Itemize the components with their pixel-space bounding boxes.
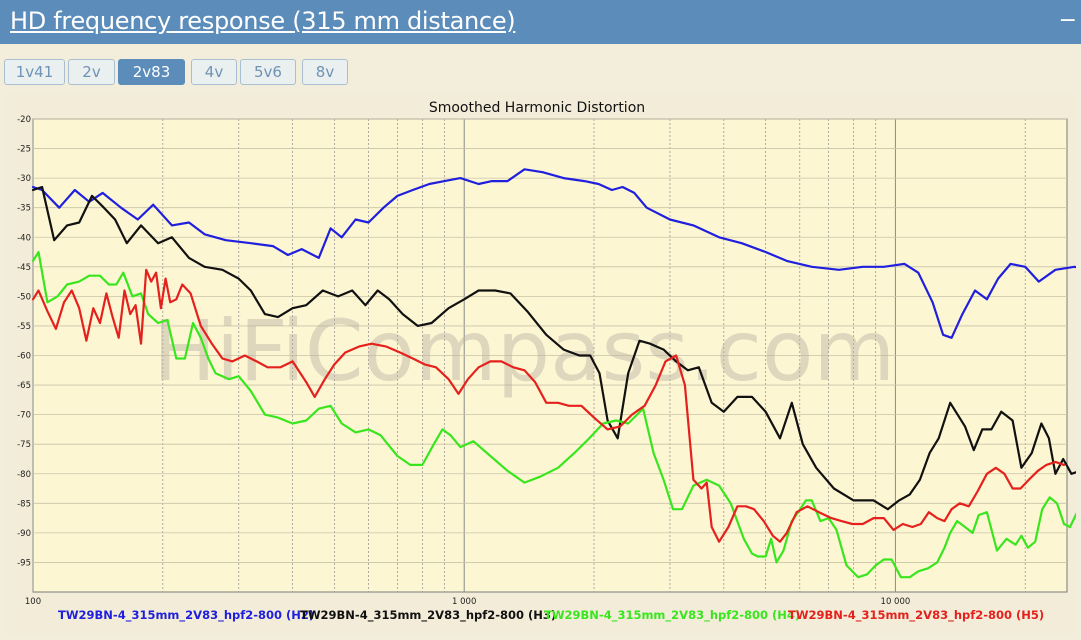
y-tick-label: -85 [17,499,31,509]
y-tick-label: -80 [17,470,31,480]
y-tick-label: -60 [17,352,31,362]
x-tick-label: 10 000 [881,597,911,607]
y-tick-label: -70 [17,411,31,421]
x-tick-label: 1 000 [452,597,476,607]
y-tick-label: -45 [17,263,31,273]
legend: TW29BN-4_315mm_2V83_hpf2-800 (H2)TW29BN-… [58,608,1044,623]
tab-2v83[interactable]: 2v83 [118,59,185,85]
series-lines [31,168,1081,579]
legend-entry: TW29BN-4_315mm_2V83_hpf2-800 (H2) [58,608,314,623]
section-title[interactable]: HD frequency response (315 mm distance) [10,7,516,35]
y-tick-label: -95 [17,558,31,568]
collapse-icon[interactable]: − [1058,8,1077,33]
tab-4v[interactable]: 4v [191,59,237,85]
tab-5v6[interactable]: 5v6 [240,59,296,85]
y-tick-label: -30 [17,174,31,184]
harmonic-distortion-chart: Smoothed Harmonic Distortion HiFiCompass… [4,92,1081,634]
chart-container: Smoothed Harmonic Distortion HiFiCompass… [4,92,1081,634]
legend-entry: TW29BN-4_315mm_2V83_hpf2-800 (H5) [788,608,1044,623]
series-line-2 [31,185,1081,511]
y-tick-label: -40 [17,233,31,243]
x-tick-label: 100 [25,597,41,607]
chart-title: Smoothed Harmonic Distortion [429,100,645,116]
y-tick-label: -90 [17,529,31,539]
y-tick-label: -75 [17,440,31,450]
legend-entry: TW29BN-4_315mm_2V83_hpf2-800 (H4) [544,608,800,623]
axes: -20 -25 -30 -35 -40 -45 -50 -55 -60 -65 -70 -75 -80 -… [17,115,910,607]
series-line-1 [31,168,1081,339]
y-tick-label: -35 [17,204,31,214]
grid-lines [32,118,1067,592]
y-tick-label: -65 [17,381,31,391]
y-tick-label: -50 [17,292,31,302]
section-header[interactable]: HD frequency response (315 mm distance) … [0,0,1081,44]
series-line-3 [31,250,1081,579]
watermark: HiFiCompass.com [153,302,895,400]
tab-1v41[interactable]: 1v41 [4,59,65,85]
legend-entry: TW29BN-4_315mm_2V83_hpf2-800 (H3) [300,608,556,623]
series-line-4 [31,268,1066,543]
y-tick-label: -55 [17,322,31,332]
tab-8v[interactable]: 8v [302,59,348,85]
y-tick-label: -25 [17,145,31,155]
y-tick-label: -20 [17,115,31,125]
tab-2v[interactable]: 2v [68,59,115,85]
